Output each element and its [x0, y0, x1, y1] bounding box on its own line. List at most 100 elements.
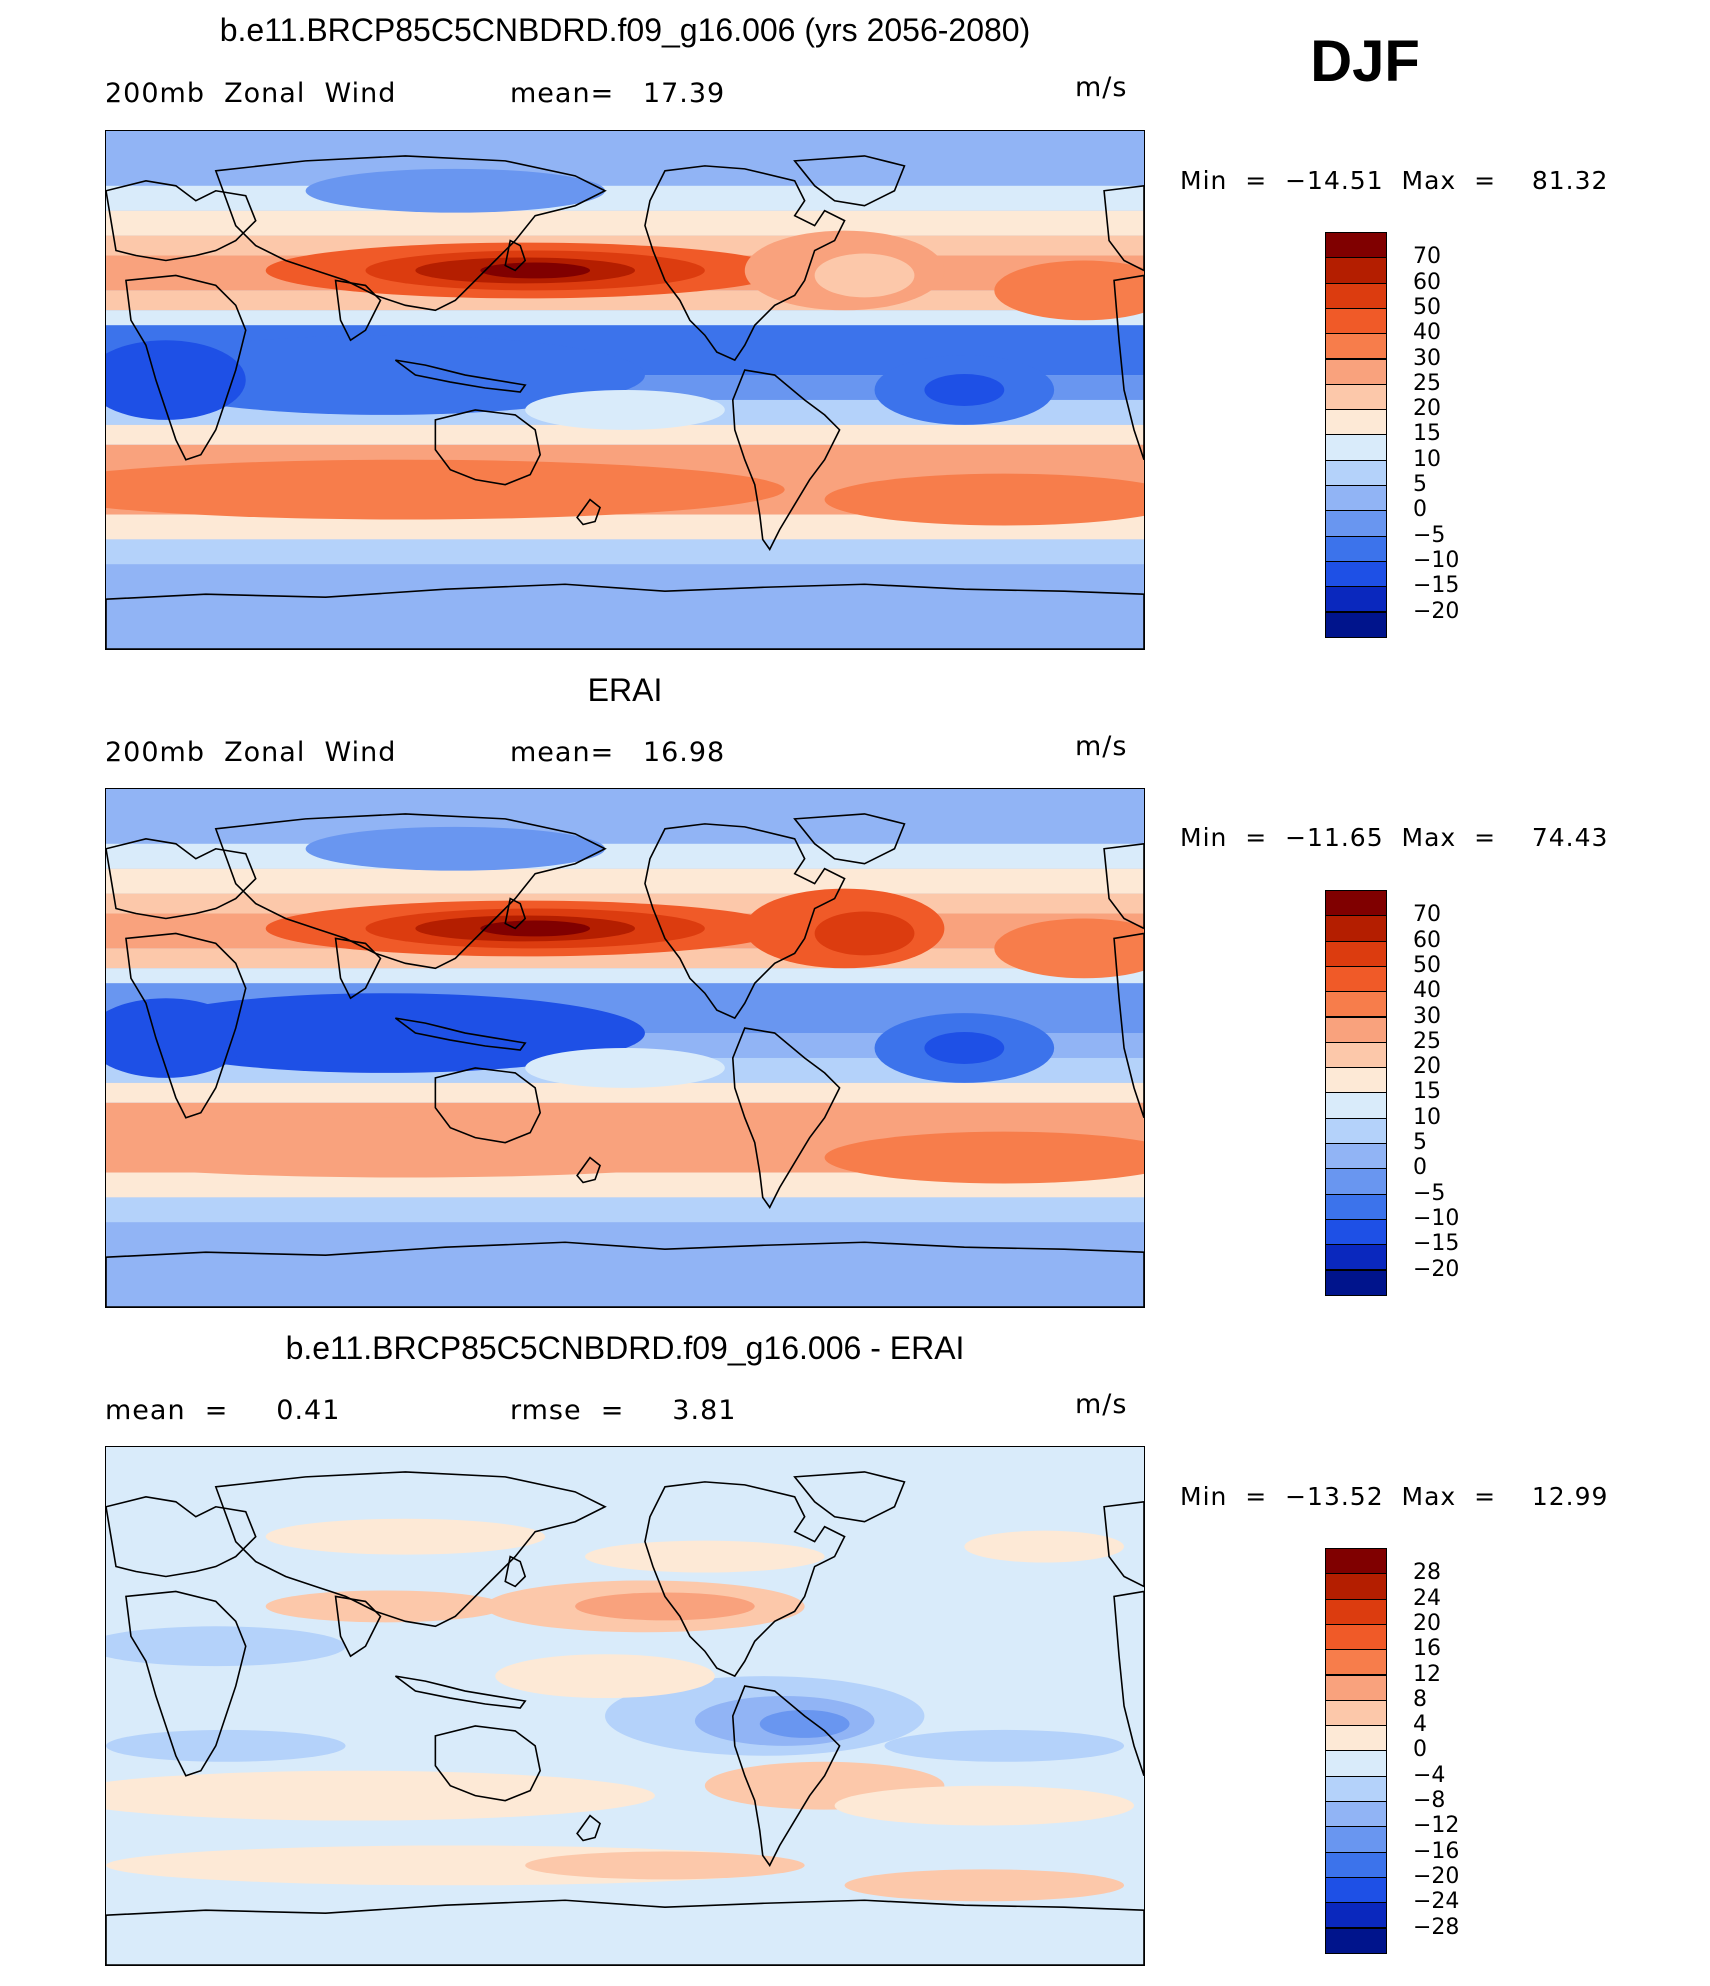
- panel2-contour-map: [106, 789, 1144, 1307]
- contour-blob: [265, 1518, 546, 1555]
- contour-blob: [106, 1770, 655, 1821]
- contour-blob: [994, 918, 1144, 979]
- colorbar-swatch: [1325, 1218, 1387, 1246]
- coastline: [731, 1027, 841, 1209]
- colorbar-swatch: [1325, 1725, 1387, 1752]
- contour-blob: [994, 260, 1144, 321]
- coastline: [434, 1067, 542, 1144]
- contour-band: [106, 1197, 1144, 1223]
- colorbar-label: −4: [1413, 1762, 1446, 1788]
- colorbar-swatch: [1325, 1016, 1387, 1043]
- coastline: [106, 1241, 1144, 1307]
- colorbar-label: 20: [1413, 1054, 1441, 1080]
- contour-blob: [106, 998, 246, 1078]
- contour-blob: [924, 1032, 1005, 1064]
- contour-band: [106, 424, 1144, 445]
- colorbar-label: 70: [1413, 244, 1441, 270]
- contour-blob: [495, 1654, 715, 1699]
- colorbar-label: −8: [1413, 1788, 1446, 1813]
- coastline: [504, 1555, 527, 1588]
- coastline: [1103, 184, 1144, 272]
- colorbar-label: −10: [1413, 547, 1460, 573]
- contour-blob: [759, 1709, 850, 1738]
- colorbar-swatch: [1325, 1041, 1387, 1069]
- panel2-variable-label: 200mb Zonal Wind: [105, 737, 397, 768]
- contour-band: [106, 1082, 1144, 1103]
- contour-blob: [106, 1626, 346, 1667]
- colorbar-label: 50: [1413, 952, 1441, 978]
- coastline: [644, 1481, 846, 1678]
- colorbar-swatch: [1325, 1067, 1387, 1094]
- contour-blob: [106, 1117, 785, 1178]
- panel3-map: [105, 1446, 1145, 1966]
- coastline: [504, 897, 527, 930]
- colorbar-label: 5: [1413, 1130, 1427, 1155]
- colorbar-swatch: [1325, 1269, 1387, 1296]
- colorbar-label: 25: [1413, 370, 1441, 396]
- colorbar-label: 15: [1413, 421, 1441, 447]
- contour-blob: [964, 1530, 1125, 1563]
- coastline: [394, 359, 527, 393]
- coastline: [106, 1495, 257, 1578]
- colorbar-label: 0: [1413, 1155, 1427, 1181]
- coastline: [394, 1675, 527, 1709]
- panel3-contour-map: [106, 1447, 1144, 1965]
- colorbar-swatch: [1325, 1193, 1387, 1220]
- contour-band: [106, 210, 1144, 236]
- contour-blob: [480, 262, 591, 279]
- contour-blob: [575, 1592, 755, 1621]
- panel1-variable-label: 200mb Zonal Wind: [105, 78, 397, 109]
- panel1-minmax-label: Min = −14.51 Max = 81.32: [1180, 166, 1609, 195]
- coastline: [106, 837, 257, 920]
- colorbar-swatch: [1325, 1573, 1387, 1600]
- colorbar-swatch: [1325, 1826, 1387, 1853]
- contour-blob: [480, 920, 591, 937]
- contour-blob: [525, 390, 725, 430]
- coastline: [1113, 932, 1144, 1118]
- coastline: [1103, 842, 1144, 930]
- colorbar-swatch: [1325, 485, 1387, 512]
- colorbar-swatch: [1325, 307, 1387, 335]
- colorbar-swatch: [1325, 940, 1387, 967]
- colorbar-swatch: [1325, 1851, 1387, 1878]
- contour-blob: [305, 168, 606, 213]
- coastline: [214, 813, 607, 970]
- colorbar-label: 4: [1413, 1712, 1427, 1738]
- colorbar-swatch: [1325, 1143, 1387, 1170]
- colorbar-label: −10: [1413, 1205, 1460, 1231]
- panel1-contour-map: [106, 131, 1144, 649]
- colorbar-label: −24: [1413, 1889, 1460, 1915]
- coastline: [576, 1814, 601, 1842]
- colorbar-label: −28: [1413, 1914, 1460, 1940]
- contour-blob: [924, 374, 1005, 406]
- colorbar-swatch: [1325, 611, 1387, 638]
- panel2-map: [105, 788, 1145, 1308]
- colorbar-label: 50: [1413, 294, 1441, 320]
- colorbar-swatch: [1325, 586, 1387, 613]
- colorbar-swatch: [1325, 915, 1387, 942]
- colorbar-label: 20: [1413, 396, 1441, 422]
- colorbar-label: 0: [1413, 497, 1427, 523]
- colorbar-swatch: [1325, 1244, 1387, 1271]
- colorbar-label: −16: [1413, 1838, 1460, 1864]
- coastline: [106, 179, 257, 262]
- coastline: [644, 823, 846, 1020]
- coastline: [125, 932, 247, 1119]
- colorbar-label: 40: [1413, 978, 1441, 1004]
- contour-band: [106, 789, 1144, 844]
- colorbar-label: 60: [1413, 269, 1441, 295]
- contour-blob: [125, 335, 645, 415]
- colorbar-swatch: [1325, 890, 1387, 917]
- colorbar-swatch: [1325, 1117, 1387, 1144]
- colorbar-label: 30: [1413, 1003, 1441, 1029]
- colorbar-swatch: [1325, 1927, 1387, 1954]
- colorbar-label: 16: [1413, 1636, 1441, 1662]
- panel2-units-label: m/s: [1075, 731, 1128, 762]
- contour-blob: [844, 1869, 1125, 1902]
- panel1-mean-label: mean= 17.39: [510, 78, 726, 109]
- colorbar-swatch: [1325, 991, 1387, 1018]
- contour-blob: [525, 1048, 725, 1088]
- coastline: [731, 369, 841, 551]
- colorbar-swatch: [1325, 1699, 1387, 1727]
- colorbar-label: −5: [1413, 1180, 1446, 1206]
